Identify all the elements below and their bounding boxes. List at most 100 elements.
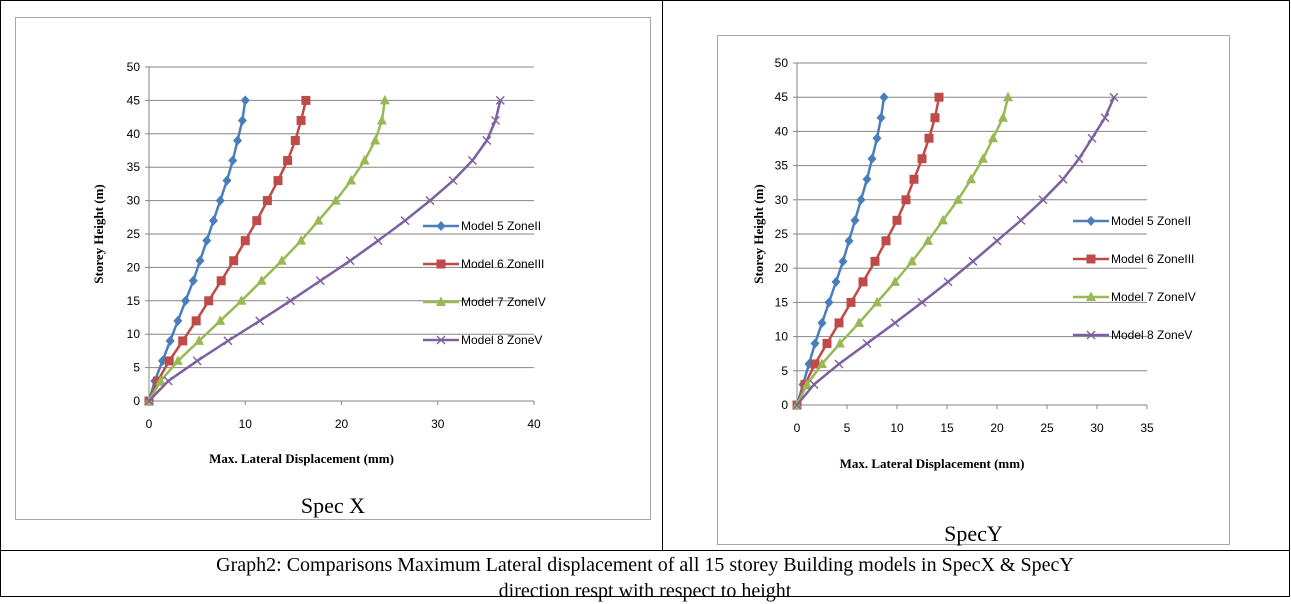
data-point	[872, 133, 882, 144]
data-point	[876, 112, 886, 123]
data-point	[448, 176, 458, 186]
data-point	[838, 256, 848, 267]
data-point	[491, 115, 500, 125]
data-point	[379, 94, 390, 105]
data-point	[862, 174, 872, 185]
legend-item: Model 8 ZoneV	[423, 333, 542, 347]
y-tick-label: 40	[127, 127, 141, 141]
data-point	[256, 275, 267, 285]
data-point	[290, 135, 300, 145]
data-point	[495, 95, 505, 105]
data-point	[890, 276, 900, 286]
data-point	[346, 175, 357, 185]
data-point	[178, 336, 188, 346]
series-model-8-zonev	[792, 92, 1119, 410]
data-point	[810, 338, 820, 349]
data-point	[834, 318, 844, 328]
y-tick-label: 0	[781, 398, 788, 412]
data-point	[283, 156, 293, 166]
y-tick-label: 0	[133, 394, 140, 408]
x-tick-label: 40	[527, 417, 541, 431]
data-point	[978, 153, 988, 163]
subcaption-spec-x: Spec X	[300, 493, 366, 518]
data-point	[233, 135, 243, 146]
data-point	[817, 317, 827, 328]
x-tick-label: 25	[1040, 421, 1054, 435]
data-point	[467, 156, 477, 166]
legend-marker	[436, 335, 446, 345]
series-line	[795, 96, 941, 406]
y-tick-label: 50	[775, 56, 789, 70]
data-point	[856, 194, 866, 205]
data-point	[858, 277, 868, 287]
data-point	[1003, 91, 1013, 102]
y-tick-label: 50	[127, 60, 141, 74]
y-tick-label: 30	[775, 193, 789, 207]
data-point	[482, 135, 492, 145]
data-point	[1100, 113, 1110, 123]
data-point	[273, 176, 283, 186]
legend-marker	[1086, 330, 1096, 340]
data-point	[188, 275, 198, 286]
legend-label: Model 8 ZoneV	[461, 333, 542, 347]
data-point	[968, 256, 978, 266]
data-point	[943, 277, 953, 287]
data-point	[854, 317, 864, 327]
chart-spec-y-svg: 0 5 10 15 20 25 30 35 40 45 50 0 5 10 15 20 25 30 35 Max. L…	[751, 56, 1196, 471]
data-point	[215, 195, 225, 206]
data-point	[301, 95, 311, 105]
chart-spec-x: 0 5 10 15 20 25 30 35 40 45 50 0 10 20 30 40 Max. Latera…	[15, 17, 651, 520]
legend-item: Model 7 ZoneIV	[423, 295, 546, 309]
x-tick-label: 20	[335, 417, 349, 431]
subcaption-spec-y: SpecY	[944, 521, 1003, 546]
data-point	[276, 255, 287, 265]
data-point	[202, 235, 212, 246]
y-tick-label: 25	[775, 227, 789, 241]
series-model-6-zoneiii	[144, 95, 311, 406]
data-point	[216, 276, 226, 286]
legend-label: Model 5 ZoneII	[1111, 214, 1191, 228]
series-line	[795, 97, 886, 406]
data-point	[835, 337, 845, 348]
legend-label: Model 6 ZoneIII	[1111, 252, 1194, 266]
legend-marker	[1086, 254, 1096, 264]
data-point	[252, 216, 262, 226]
y-tick-label: 5	[781, 364, 788, 378]
data-point	[236, 295, 247, 305]
x-axis-title: Max. Lateral Displacement (mm)	[209, 451, 394, 466]
chart-spec-y: 0 5 10 15 20 25 30 35 40 45 50 0 5 10 15 20 25 30 35 Max. L…	[717, 35, 1230, 545]
x-tick-label: 35	[1140, 421, 1154, 435]
data-point	[222, 175, 232, 186]
data-point	[1016, 215, 1026, 225]
x-tick-label: 15	[940, 421, 954, 435]
data-point	[194, 335, 205, 345]
x-tick-label: 0	[794, 421, 801, 435]
legend-label: Model 8 ZoneV	[1111, 328, 1192, 342]
y-tick-label: 10	[775, 330, 789, 344]
chart-spec-x-svg: 0 5 10 15 20 25 30 35 40 45 50 0 10 20 30 40 Max. Latera…	[91, 60, 546, 466]
x-tick-label: 10	[239, 417, 253, 431]
series-line	[147, 100, 308, 402]
data-point	[144, 396, 154, 406]
series-model-7-zoneiv	[792, 91, 1013, 409]
legend-label: Model 5 ZoneII	[461, 219, 541, 233]
data-point	[215, 315, 226, 325]
data-point	[195, 255, 205, 266]
series-line	[796, 96, 1116, 406]
data-point	[924, 133, 934, 143]
series-model-8-zonev	[144, 95, 505, 406]
data-point	[992, 236, 1002, 246]
series-line	[147, 100, 247, 402]
data-point	[1087, 133, 1097, 143]
series-line	[795, 96, 1010, 406]
x-tick-label: 30	[1090, 421, 1104, 435]
data-point	[870, 256, 880, 266]
data-point	[240, 236, 250, 246]
data-point	[296, 115, 306, 125]
data-point	[917, 154, 927, 164]
data-point	[923, 235, 933, 245]
data-point	[373, 236, 383, 246]
x-axis-title: Max. Lateral Displacement (mm)	[840, 456, 1025, 471]
y-tick-label: 30	[127, 194, 141, 208]
series-model-7-zoneiv	[144, 94, 390, 405]
